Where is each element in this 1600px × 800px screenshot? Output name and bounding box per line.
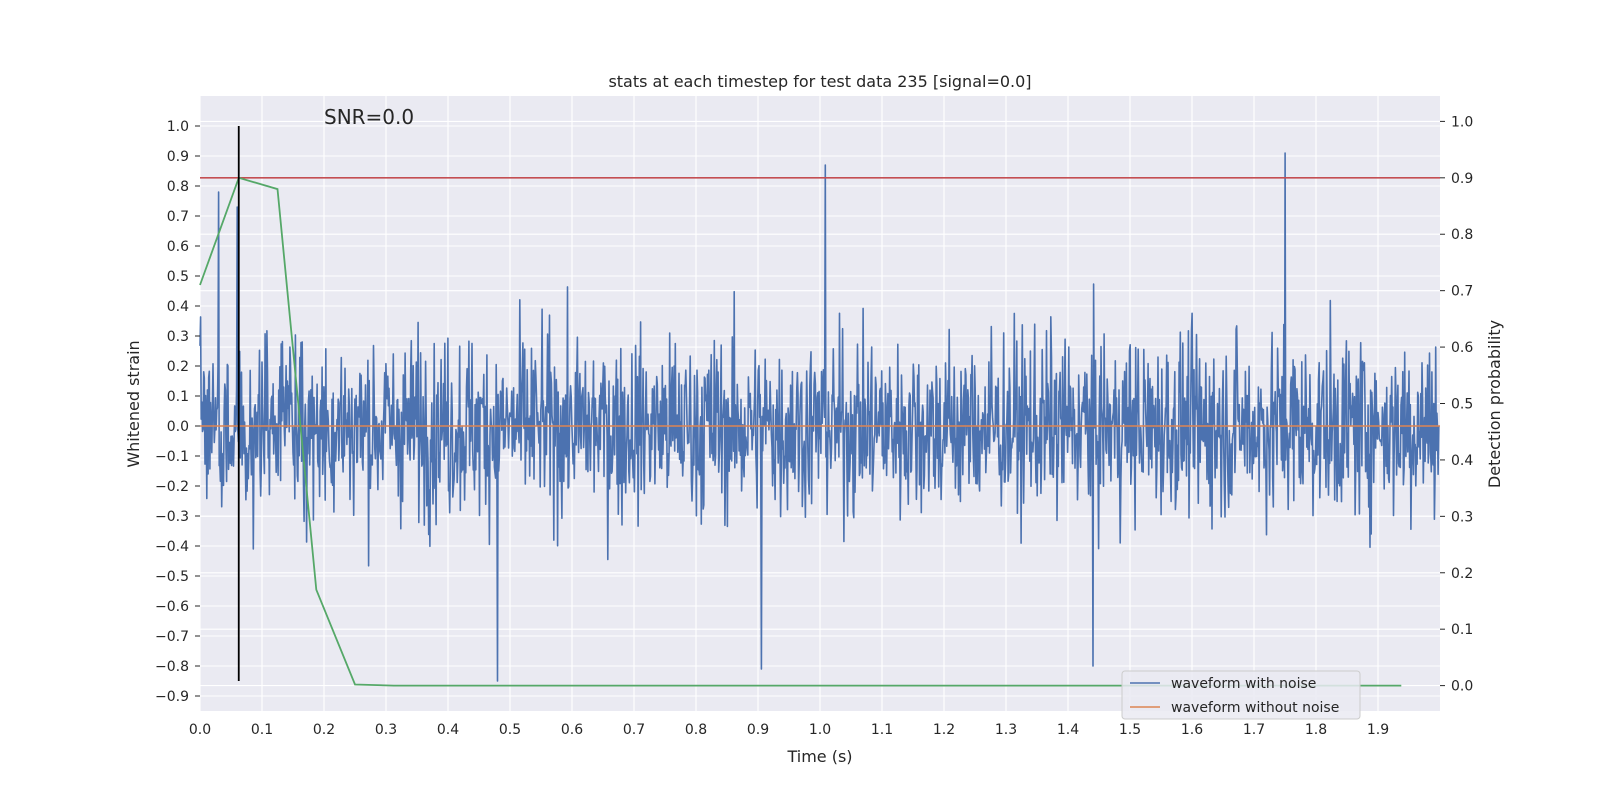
y2-axis-ticks: 1.0 0.9 0.8 0.7 0.6 0.5 0.4 0.3 0.2 0.1 0.0 [1440, 114, 1473, 695]
y2-tick-label: 0.5 [1451, 397, 1473, 413]
x-tick-label: 0.4 [437, 722, 459, 738]
x-axis-ticks: 0.0 0.1 0.2 0.3 0.4 0.5 0.6 0.7 0.8 0.9 1.0 1.1 1.2 1… [189, 722, 1389, 738]
y-tick-label: −0.1 [155, 449, 189, 465]
y-tick-label: 0.3 [167, 329, 189, 345]
legend-label-clean: waveform without noise [1171, 700, 1339, 716]
y2-tick-label: 1.0 [1451, 114, 1473, 130]
y2-tick-label: 0.9 [1451, 171, 1473, 187]
y-tick-label: −0.8 [155, 659, 189, 675]
y-tick-label: −0.5 [155, 569, 189, 585]
x-tick-label: 0.8 [685, 722, 707, 738]
x-tick-label: 0.0 [189, 722, 211, 738]
legend-label-noisy: waveform with noise [1171, 676, 1316, 692]
snr-annotation: SNR=0.0 [324, 105, 414, 129]
y2-tick-label: 0.8 [1451, 227, 1473, 243]
x-tick-label: 0.2 [313, 722, 335, 738]
y-tick-label: 0.4 [167, 299, 189, 315]
x-tick-label: 1.1 [871, 722, 893, 738]
y-tick-label: −0.4 [155, 539, 189, 555]
legend-box [1121, 670, 1361, 720]
y-tick-label: 0.5 [167, 269, 189, 285]
y-tick-label: 0.2 [167, 359, 189, 375]
series-line-noisy [199, 152, 1440, 682]
y2-tick-label: 0.2 [1451, 566, 1473, 582]
x-tick-label: 0.6 [561, 722, 583, 738]
y2-axis-label: Detection probability [1485, 320, 1504, 488]
x-tick-label: 1.5 [1119, 722, 1141, 738]
y-tick-label: −0.9 [155, 689, 189, 705]
y2-tick-label: 0.6 [1451, 340, 1473, 356]
y-tick-label: 0.8 [167, 179, 189, 195]
y2-tick-label: 0.0 [1451, 679, 1473, 695]
y-tick-label: −0.3 [155, 509, 189, 525]
y-tick-label: 0.1 [167, 389, 189, 405]
x-tick-label: 0.7 [623, 722, 645, 738]
x-tick-label: 1.0 [809, 722, 831, 738]
y2-tick-label: 0.7 [1451, 284, 1473, 300]
y-tick-label: −0.2 [155, 479, 189, 495]
x-tick-label: 0.5 [499, 722, 521, 738]
y-axis-label: Whitened strain [124, 340, 143, 467]
y2-tick-label: 0.3 [1451, 509, 1473, 525]
x-tick-label: 1.6 [1181, 722, 1203, 738]
y2-tick-label: 0.4 [1451, 453, 1473, 469]
x-axis-label: Time (s) [786, 747, 852, 766]
x-tick-label: 1.2 [933, 722, 955, 738]
y-tick-label: 1.0 [167, 119, 189, 135]
x-tick-label: 1.3 [995, 722, 1017, 738]
x-tick-label: 0.3 [375, 722, 397, 738]
x-tick-label: 1.4 [1057, 722, 1079, 738]
y-axis-ticks: 1.0 0.9 0.8 0.7 0.6 0.5 0.4 0.3 0.2 0.1 0.0 −0.1 −0.… [155, 119, 200, 705]
y-tick-label: −0.7 [155, 629, 189, 645]
plot-area [199, 126, 1440, 687]
x-tick-label: 0.9 [747, 722, 769, 738]
x-tick-label: 1.9 [1367, 722, 1389, 738]
y-tick-label: 0.7 [167, 209, 189, 225]
x-tick-label: 0.1 [251, 722, 273, 738]
x-tick-label: 1.7 [1243, 722, 1265, 738]
y2-tick-label: 0.1 [1451, 622, 1473, 638]
chart-title: stats at each timestep for test data 235… [608, 72, 1031, 91]
y-tick-label: −0.6 [155, 599, 189, 615]
legend: waveform with noise waveform without noi… [1121, 670, 1361, 720]
y-tick-label: 0.9 [167, 149, 189, 165]
y-tick-label: 0.0 [167, 419, 189, 435]
x-tick-label: 1.8 [1305, 722, 1327, 738]
y-tick-label: 0.6 [167, 239, 189, 255]
